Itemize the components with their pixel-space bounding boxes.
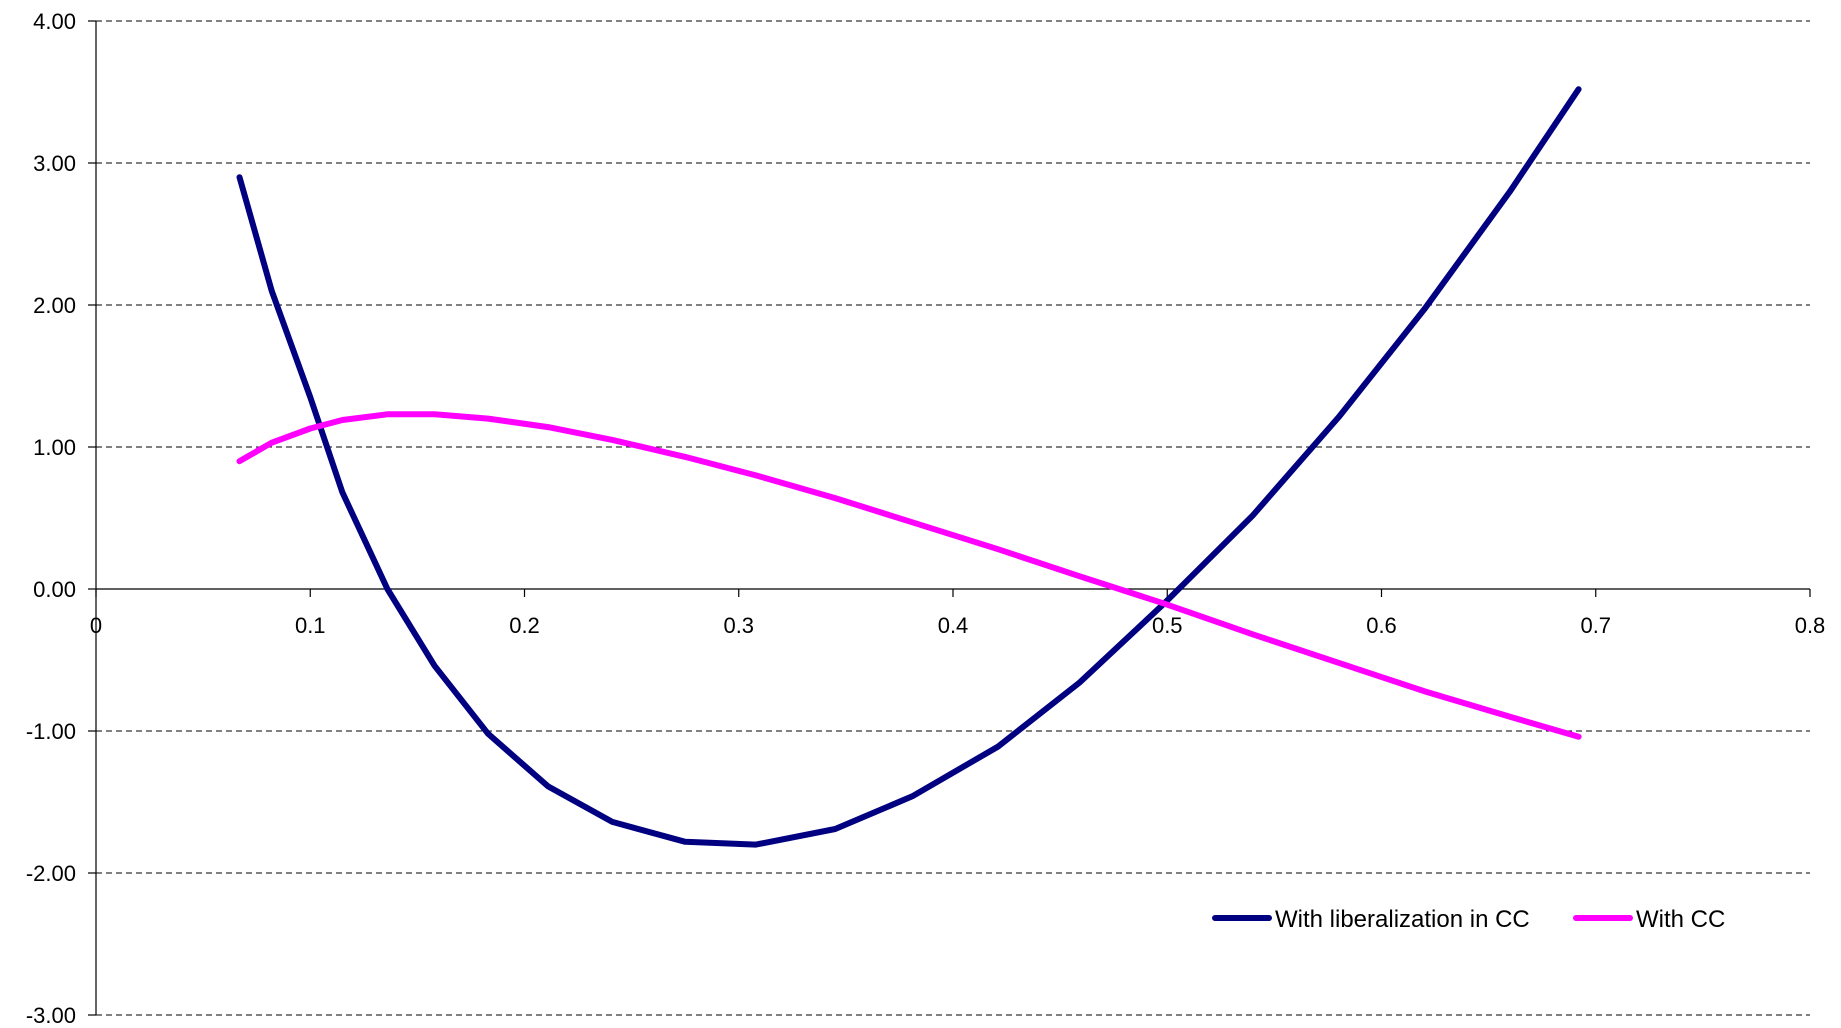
y-tick-label: -3.00 xyxy=(26,1003,76,1028)
x-tick-label: 0.8 xyxy=(1795,613,1826,638)
series-lines xyxy=(236,86,1582,848)
legend: With liberalization in CC With CC xyxy=(1200,876,1760,962)
y-tick-label: 3.00 xyxy=(33,151,76,176)
y-tick-label: -1.00 xyxy=(26,719,76,744)
y-tick-label: 0.00 xyxy=(33,577,76,602)
y-tick-label: -2.00 xyxy=(26,861,76,886)
y-tick-label: 2.00 xyxy=(33,293,76,318)
x-tick-label: 0.7 xyxy=(1580,613,1611,638)
y-tick-label: 4.00 xyxy=(33,9,76,34)
series-line-1 xyxy=(236,86,1582,848)
x-tick-label: 0.1 xyxy=(295,613,326,638)
x-tick-label: 0.6 xyxy=(1366,613,1397,638)
tick-labels: 4.00 3.00 2.00 1.00 0.00 -1.00 -2.00 -3.00 0 0.1 0… xyxy=(26,9,1825,1028)
series-line-2 xyxy=(236,411,1582,740)
gridlines xyxy=(96,20,1810,1016)
x-tick-label: 0 xyxy=(90,613,102,638)
legend-label: With liberalization in CC xyxy=(1275,906,1530,933)
x-tick-label: 0.4 xyxy=(938,613,969,638)
x-tick-label: 0.2 xyxy=(509,613,540,638)
legend-label: With CC xyxy=(1636,906,1725,933)
legend-box xyxy=(1200,876,1760,962)
axes xyxy=(88,20,1811,1016)
y-tick-label: 1.00 xyxy=(33,435,76,460)
x-tick-label: 0.3 xyxy=(723,613,754,638)
x-tick-label: 0.5 xyxy=(1152,613,1183,638)
